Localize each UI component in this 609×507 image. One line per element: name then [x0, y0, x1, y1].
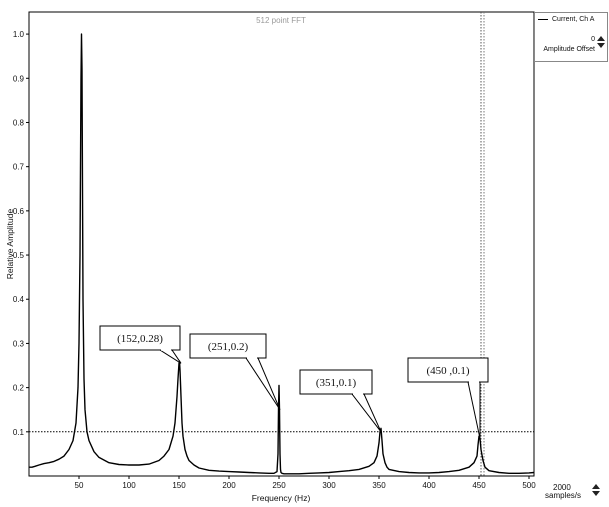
- y-tick-label: 0.2: [13, 384, 25, 393]
- callout-label: (450 ,0.1): [426, 365, 469, 377]
- x-tick-label: 300: [322, 481, 336, 490]
- x-tick-label: 400: [422, 481, 436, 490]
- callout-label: (251,0.2): [208, 341, 249, 353]
- x-axis: 50 100 150 200 250 300 350 400 450 500: [75, 476, 536, 490]
- callout-label: (152,0.28): [117, 333, 163, 345]
- callout-box: [99, 325, 181, 351]
- x-tick-label: 450: [472, 481, 486, 490]
- callout-box: [407, 357, 489, 383]
- x-tick-label: 350: [372, 481, 386, 490]
- sample-rate-spinner[interactable]: [592, 484, 600, 496]
- series-line: [29, 33, 535, 475]
- plot-area: [28, 11, 535, 477]
- y-tick-label: 0.4: [13, 295, 25, 304]
- y-axis: 0.1 0.2 0.3 0.4 0.5 0.6 0.7 0.8 0.9 1.0: [13, 30, 29, 437]
- y-tick-label: 0.6: [13, 207, 25, 216]
- spin-down-icon[interactable]: [597, 43, 605, 48]
- y-tick-label: 0.3: [13, 339, 25, 348]
- callout: (152,0.28): [99, 325, 182, 364]
- spin-up-icon[interactable]: [597, 36, 605, 41]
- legend-entry: Current, Ch A: [538, 16, 594, 23]
- amplitude-offset-spinner[interactable]: [597, 36, 605, 48]
- y-tick-label: 1.0: [13, 30, 25, 39]
- callout-box: [189, 333, 267, 359]
- spin-down-icon[interactable]: [592, 491, 600, 496]
- callout: (351,0.1): [299, 369, 382, 433]
- y-tick-label: 0.1: [13, 428, 25, 437]
- chart-title: 512 point FFT: [256, 16, 306, 25]
- amplitude-offset-label: Amplitude Offset: [543, 46, 595, 53]
- callout: (450 ,0.1): [407, 357, 489, 439]
- y-tick-label: 0.7: [13, 163, 25, 172]
- reference-lines: [29, 12, 534, 476]
- amplitude-offset-value[interactable]: 0: [591, 36, 595, 43]
- x-tick-label: 150: [172, 481, 186, 490]
- y-tick-label: 0.8: [13, 118, 25, 127]
- x-tick-label: 50: [75, 481, 84, 490]
- spin-up-icon[interactable]: [592, 484, 600, 489]
- legend-panel: Current, Ch A 0 Amplitude Offset: [534, 12, 608, 62]
- y-axis-title: Relative Amplitude: [5, 209, 15, 280]
- x-tick-label: 200: [222, 481, 236, 490]
- y-tick-label: 0.9: [13, 74, 25, 83]
- sample-rate-unit: samples/s: [545, 491, 582, 500]
- legend-series-label: Current, Ch A: [552, 16, 595, 23]
- x-tick-label: 250: [272, 481, 286, 490]
- callout: (251,0.2): [189, 333, 281, 410]
- x-tick-label: 100: [122, 481, 136, 490]
- callout-label: (351,0.1): [316, 377, 357, 389]
- legend-swatch-line: [538, 18, 548, 20]
- sample-rate-value[interactable]: 2000: [553, 483, 571, 492]
- x-tick-label: 500: [522, 481, 536, 490]
- y-tick-label: 0.5: [13, 251, 25, 260]
- callout-annotations: (152,0.28) (251,0.2) (351,0.1) (450 ,0.1): [99, 325, 489, 439]
- series-layer: [29, 33, 535, 475]
- x-axis-title: Frequency (Hz): [252, 493, 311, 503]
- callout-box: [299, 369, 373, 395]
